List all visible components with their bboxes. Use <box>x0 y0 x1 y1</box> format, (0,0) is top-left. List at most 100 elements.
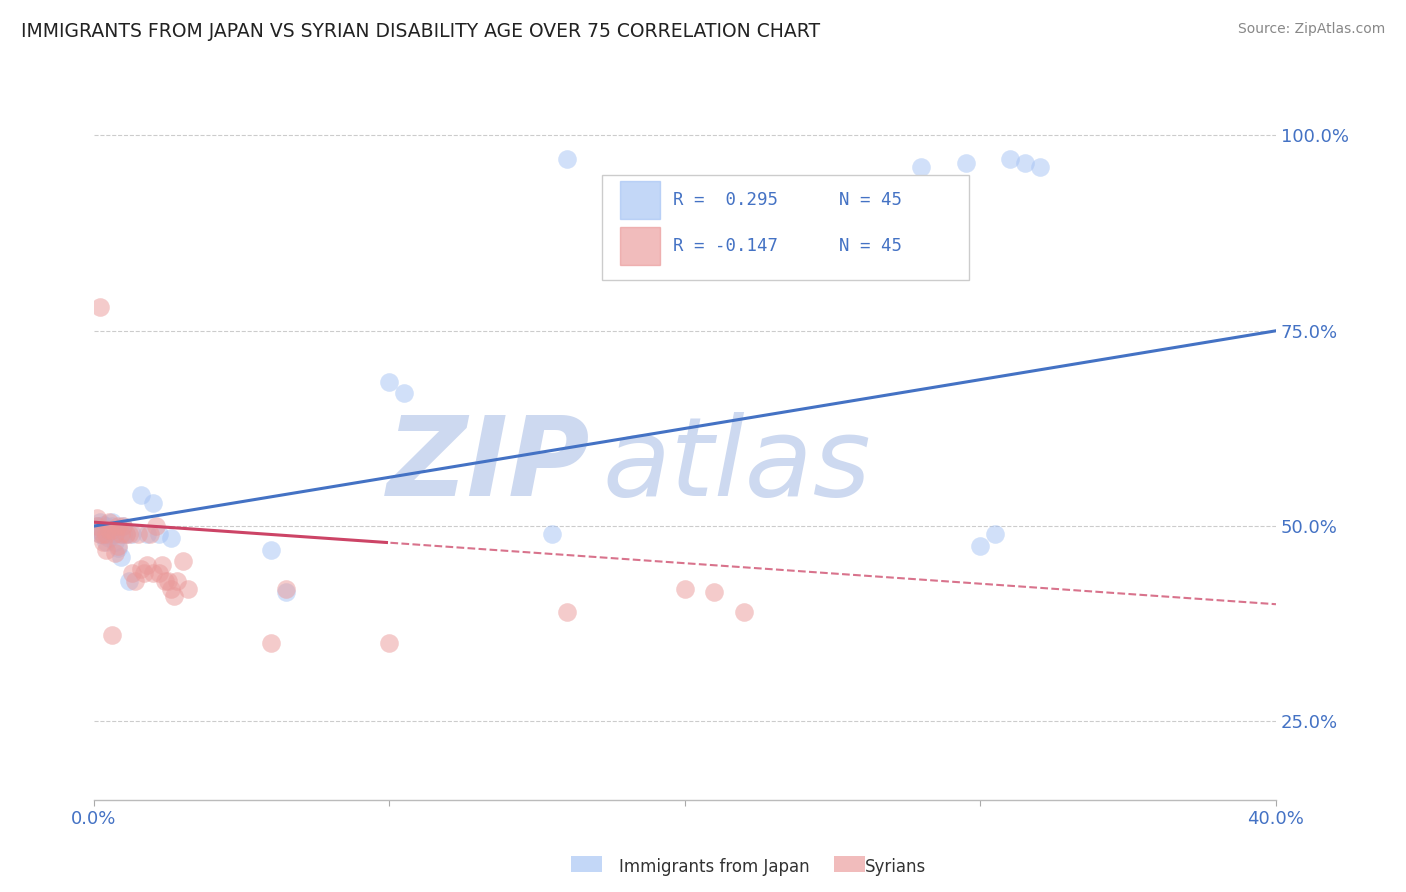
Point <box>110 550 132 565</box>
Point <box>733 605 755 619</box>
Point <box>91 528 114 542</box>
Point <box>955 156 977 170</box>
Point <box>703 585 725 599</box>
Point <box>89 515 111 529</box>
Point <box>86 519 108 533</box>
Point <box>104 527 127 541</box>
FancyBboxPatch shape <box>620 181 661 219</box>
Point <box>142 566 165 580</box>
Point <box>129 562 152 576</box>
Point <box>100 628 122 642</box>
Point <box>998 152 1021 166</box>
Point <box>89 519 111 533</box>
Point <box>94 542 117 557</box>
Text: atlas: atlas <box>602 412 870 519</box>
Point <box>107 539 129 553</box>
Point <box>142 496 165 510</box>
Bar <box>571 856 602 872</box>
Point <box>97 531 120 545</box>
Text: N = 45: N = 45 <box>838 191 901 209</box>
Point <box>107 541 129 555</box>
Point <box>118 527 141 541</box>
Point <box>100 515 122 529</box>
Point <box>115 527 138 541</box>
Text: ZIP: ZIP <box>387 412 591 519</box>
Point <box>104 527 127 541</box>
Point <box>910 160 932 174</box>
Point <box>86 519 108 533</box>
Point <box>107 519 129 533</box>
Text: R =  0.295: R = 0.295 <box>673 191 778 209</box>
Point <box>121 566 143 580</box>
Point <box>555 605 578 619</box>
Point <box>89 301 111 315</box>
Point <box>94 527 117 541</box>
Text: Source: ZipAtlas.com: Source: ZipAtlas.com <box>1237 22 1385 37</box>
Text: N = 45: N = 45 <box>838 237 901 255</box>
Point <box>129 488 152 502</box>
Point <box>148 527 170 541</box>
Point <box>166 574 188 588</box>
Point <box>124 574 146 588</box>
Bar <box>834 856 865 872</box>
Point <box>673 582 696 596</box>
Point <box>392 386 415 401</box>
Point <box>97 523 120 537</box>
Point <box>118 574 141 588</box>
Text: R = -0.147: R = -0.147 <box>673 237 778 255</box>
Point <box>97 523 120 537</box>
Point <box>91 523 114 537</box>
Point <box>86 511 108 525</box>
Point <box>100 527 122 541</box>
Point <box>1014 156 1036 170</box>
Point <box>104 546 127 560</box>
Text: Syrians: Syrians <box>865 858 927 876</box>
Point <box>136 527 159 541</box>
Point <box>260 636 283 650</box>
Point <box>260 542 283 557</box>
Point <box>1028 160 1050 174</box>
Point <box>156 574 179 588</box>
Point <box>91 517 114 532</box>
Point <box>91 527 114 541</box>
Point <box>91 534 114 549</box>
FancyBboxPatch shape <box>620 227 661 265</box>
Point <box>86 523 108 537</box>
Point <box>274 582 297 596</box>
Point <box>378 636 401 650</box>
Point <box>112 519 135 533</box>
Point <box>97 515 120 529</box>
Point <box>984 527 1007 541</box>
Point <box>89 527 111 541</box>
Point <box>153 574 176 588</box>
Point <box>148 566 170 580</box>
Point <box>145 519 167 533</box>
Point <box>159 531 181 545</box>
Point <box>112 519 135 533</box>
Point <box>136 558 159 573</box>
Point <box>104 534 127 549</box>
Point <box>378 375 401 389</box>
Text: Immigrants from Japan: Immigrants from Japan <box>619 858 810 876</box>
Point <box>121 527 143 541</box>
Point <box>94 527 117 541</box>
Point <box>89 527 111 541</box>
Point <box>274 585 297 599</box>
Point <box>100 523 122 537</box>
Point <box>163 590 186 604</box>
Point <box>541 527 564 541</box>
Text: IMMIGRANTS FROM JAPAN VS SYRIAN DISABILITY AGE OVER 75 CORRELATION CHART: IMMIGRANTS FROM JAPAN VS SYRIAN DISABILI… <box>21 22 820 41</box>
Point <box>94 519 117 533</box>
Point <box>110 527 132 541</box>
Point <box>969 539 991 553</box>
Point <box>159 582 181 596</box>
Point <box>139 527 162 541</box>
Point <box>127 527 149 541</box>
Point <box>555 152 578 166</box>
Point <box>134 566 156 580</box>
Point <box>112 527 135 541</box>
Point <box>150 558 173 573</box>
Point <box>115 527 138 541</box>
Point <box>177 582 200 596</box>
Point <box>107 523 129 537</box>
